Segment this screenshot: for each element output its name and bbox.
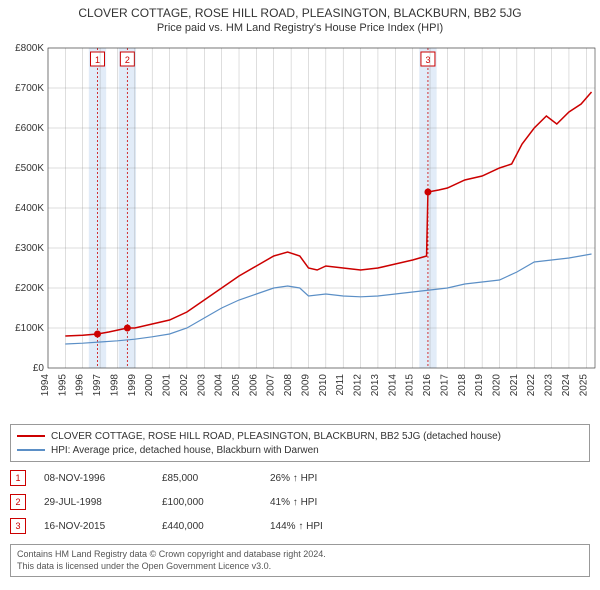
svg-text:2: 2 (125, 55, 130, 65)
svg-text:1996: 1996 (75, 374, 86, 397)
page-title: CLOVER COTTAGE, ROSE HILL ROAD, PLEASING… (0, 6, 600, 20)
svg-text:3: 3 (425, 55, 430, 65)
svg-text:2008: 2008 (283, 374, 294, 397)
svg-text:2016: 2016 (422, 374, 433, 397)
price-chart: 1 2 3 £0 £100K £200K £300K £400K £500K £600K £700K… (0, 38, 600, 418)
svg-text:2021: 2021 (509, 374, 520, 397)
svg-text:2009: 2009 (300, 374, 311, 397)
svg-text:2018: 2018 (457, 374, 468, 397)
sale-marker-icon: 2 (10, 494, 26, 510)
svg-text:2010: 2010 (318, 374, 329, 397)
svg-text:£800K: £800K (15, 43, 44, 54)
svg-text:2024: 2024 (561, 374, 572, 397)
attribution-footer: Contains HM Land Registry data © Crown c… (10, 544, 590, 577)
sale-date: 08-NOV-1996 (44, 473, 144, 484)
sale-date: 29-JUL-1998 (44, 497, 144, 508)
svg-text:£300K: £300K (15, 243, 44, 254)
sale-price: £85,000 (162, 473, 252, 484)
svg-text:2019: 2019 (474, 374, 485, 397)
svg-text:2012: 2012 (353, 374, 364, 397)
svg-text:£500K: £500K (15, 163, 44, 174)
sale-pct: 144% ↑ HPI (270, 521, 360, 532)
svg-text:2007: 2007 (266, 374, 277, 397)
svg-text:2020: 2020 (491, 374, 502, 397)
svg-text:2014: 2014 (387, 374, 398, 397)
svg-text:2011: 2011 (335, 374, 346, 396)
svg-text:£700K: £700K (15, 83, 44, 94)
svg-text:2022: 2022 (526, 374, 537, 397)
svg-text:£100K: £100K (15, 323, 44, 334)
table-row: 3 16-NOV-2015 £440,000 144% ↑ HPI (10, 514, 590, 538)
svg-text:2025: 2025 (578, 374, 589, 397)
svg-text:1994: 1994 (40, 374, 51, 397)
svg-text:1998: 1998 (109, 374, 120, 397)
svg-text:2000: 2000 (144, 374, 155, 397)
sale-price: £440,000 (162, 521, 252, 532)
svg-text:2004: 2004 (214, 374, 225, 397)
svg-text:2006: 2006 (248, 374, 259, 397)
sales-table: 1 08-NOV-1996 £85,000 26% ↑ HPI 2 29-JUL… (10, 466, 590, 538)
svg-text:£0: £0 (33, 363, 45, 374)
svg-text:2001: 2001 (162, 374, 173, 397)
legend-item: HPI: Average price, detached house, Blac… (17, 443, 583, 457)
sale-marker-icon: 3 (10, 518, 26, 534)
legend-label: CLOVER COTTAGE, ROSE HILL ROAD, PLEASING… (51, 431, 501, 442)
sale-price: £100,000 (162, 497, 252, 508)
svg-text:2013: 2013 (370, 374, 381, 397)
page-subtitle: Price paid vs. HM Land Registry's House … (0, 22, 600, 34)
table-row: 1 08-NOV-1996 £85,000 26% ↑ HPI (10, 466, 590, 490)
svg-text:£400K: £400K (15, 203, 44, 214)
svg-text:£600K: £600K (15, 123, 44, 134)
sale-pct: 26% ↑ HPI (270, 473, 360, 484)
svg-text:1995: 1995 (57, 374, 68, 397)
legend-swatch (17, 449, 45, 451)
svg-text:2003: 2003 (196, 374, 207, 397)
svg-text:1997: 1997 (92, 374, 103, 397)
sale-date: 16-NOV-2015 (44, 521, 144, 532)
svg-text:2017: 2017 (439, 374, 450, 397)
legend-label: HPI: Average price, detached house, Blac… (51, 445, 319, 456)
footer-line: Contains HM Land Registry data © Crown c… (17, 549, 583, 561)
sale-marker-icon: 1 (10, 470, 26, 486)
svg-text:2023: 2023 (544, 374, 555, 397)
sale-pct: 41% ↑ HPI (270, 497, 360, 508)
svg-text:1999: 1999 (127, 374, 138, 397)
svg-text:£200K: £200K (15, 283, 44, 294)
chart-container: 1 2 3 £0 £100K £200K £300K £400K £500K £600K £700K… (0, 38, 600, 418)
table-row: 2 29-JUL-1998 £100,000 41% ↑ HPI (10, 490, 590, 514)
svg-text:2002: 2002 (179, 374, 190, 397)
svg-text:1: 1 (95, 55, 100, 65)
svg-text:2005: 2005 (231, 374, 242, 397)
legend-item: CLOVER COTTAGE, ROSE HILL ROAD, PLEASING… (17, 429, 583, 443)
footer-line: This data is licensed under the Open Gov… (17, 561, 583, 573)
svg-text:2015: 2015 (405, 374, 416, 397)
legend-swatch (17, 435, 45, 437)
legend: CLOVER COTTAGE, ROSE HILL ROAD, PLEASING… (10, 424, 590, 462)
